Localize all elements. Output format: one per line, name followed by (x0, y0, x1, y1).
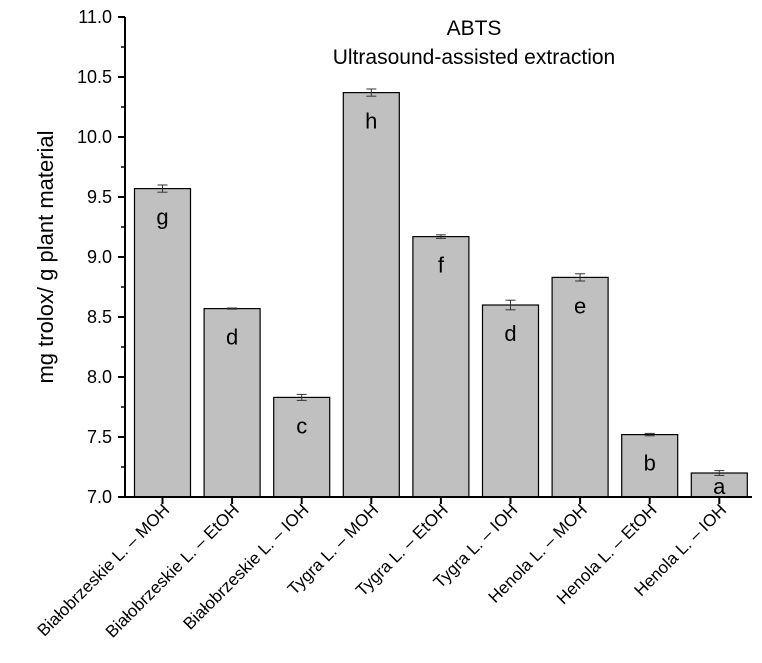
significance-letter: c (296, 413, 307, 438)
significance-letter: d (504, 321, 516, 346)
significance-letter: e (574, 293, 586, 318)
y-axis-title: mg trolox/ g plant material (33, 130, 58, 383)
chart-title: ABTS (447, 17, 502, 40)
x-tick-label: Białobrzeskie L. – EtOH (102, 500, 243, 641)
bar (412, 236, 470, 498)
y-tick-label: 9.5 (87, 187, 112, 207)
y-tick-label: 7.5 (87, 427, 112, 447)
x-tick-label: Białobrzeskie L. – IOH (179, 500, 312, 633)
bar (342, 91, 400, 498)
chart-subtitle: Ultrasound-assisted extraction (333, 46, 615, 69)
y-tick-label: 11.0 (78, 7, 112, 27)
bar (273, 396, 331, 498)
significance-letter: d (226, 325, 238, 350)
y-tick-label: 9.0 (87, 247, 112, 267)
bar (133, 188, 192, 498)
y-tick-label: 10.0 (77, 127, 112, 147)
y-tick-label: 8.0 (87, 367, 112, 387)
significance-letter: h (365, 109, 377, 134)
y-tick-label: 7.0 (87, 487, 112, 507)
y-tick-label: 8.5 (87, 307, 112, 327)
significance-letter: g (156, 205, 168, 230)
bar (203, 308, 261, 498)
significance-letter: b (644, 451, 656, 476)
bar (551, 276, 609, 498)
y-tick-label: 10.5 (77, 67, 112, 87)
bar (690, 472, 748, 498)
x-tick-label: Białobrzeskie L. – MOH (34, 500, 174, 640)
significance-letter: a (713, 474, 726, 499)
significance-letter: f (438, 253, 445, 278)
